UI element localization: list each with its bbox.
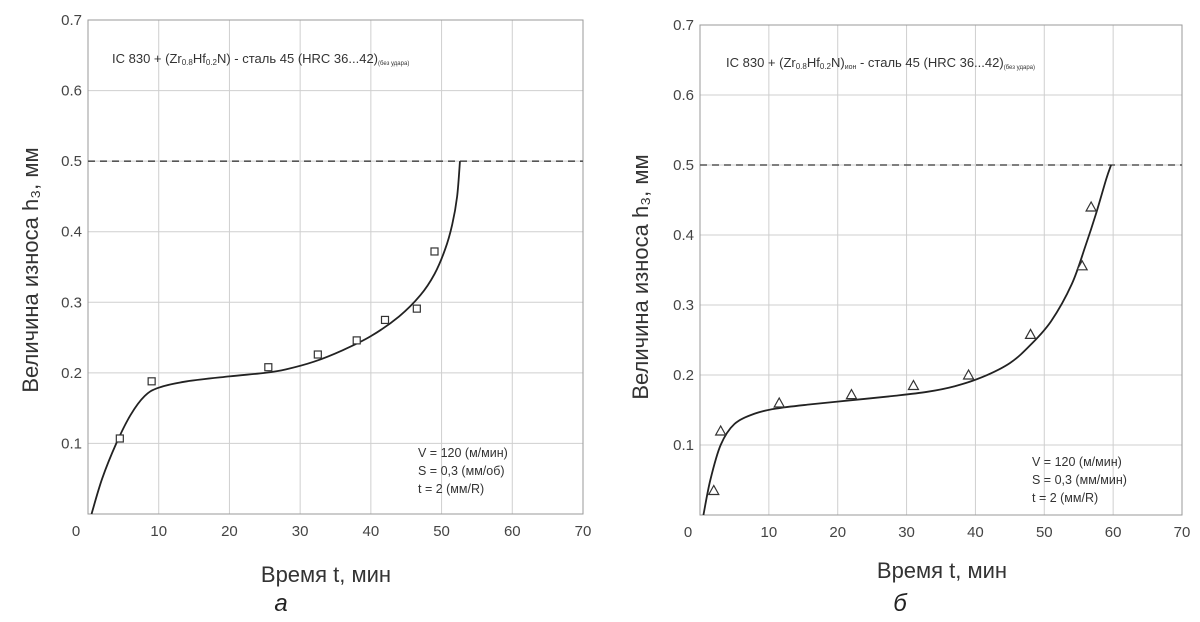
x-tick-label: 10 xyxy=(150,523,167,540)
data-point xyxy=(352,336,361,345)
panel-label-a: а xyxy=(274,590,287,617)
x-tick-label: 40 xyxy=(363,523,380,540)
y-tick-label: 0.4 xyxy=(673,227,694,244)
data-point xyxy=(264,363,273,372)
x-tick-labels-a: 0 10 20 30 40 50 60 70 xyxy=(72,523,592,540)
y-axis-label-a: Величина износа h₃, мм xyxy=(18,147,43,392)
params-line-3-b: t = 2 (мм/R) xyxy=(1032,491,1098,505)
data-point xyxy=(147,377,156,386)
chart-title-b: IC 830 + (Zr0.8Hf0.2N)ион - сталь 45 (HR… xyxy=(726,55,1035,71)
x-tick-label: 20 xyxy=(221,523,238,540)
y-tick-label: 0.5 xyxy=(61,153,82,170)
y-tick-label: 0.6 xyxy=(673,87,694,104)
x-tick-labels-b: 0 10 20 30 40 50 60 70 xyxy=(684,524,1191,541)
wear-curve-a xyxy=(90,161,461,515)
y-tick-labels-a: 0.1 0.2 0.3 0.4 0.5 0.6 0.7 xyxy=(61,12,82,452)
x-tick-label: 70 xyxy=(1174,524,1191,541)
x-tick-label: 60 xyxy=(504,523,521,540)
y-tick-label: 0.1 xyxy=(673,437,694,454)
x-tick-label: 30 xyxy=(898,524,915,541)
plot-area-b xyxy=(699,24,1183,516)
data-points-b xyxy=(707,200,1098,496)
data-point xyxy=(962,368,975,380)
data-point xyxy=(412,304,421,313)
chart-panel-a: 0 10 20 30 40 50 60 70 0.1 0.2 0.3 0.4 0.5 0.6 0.7 IC… xyxy=(18,12,591,617)
data-point xyxy=(115,434,124,443)
chart-title-a: IC 830 + (Zr0.8Hf0.2N) - сталь 45 (HRC 3… xyxy=(112,51,409,67)
x-tick-label: 30 xyxy=(292,523,309,540)
x-tick-label: 10 xyxy=(761,524,778,541)
data-point xyxy=(707,484,720,496)
x-tick-label: 0 xyxy=(72,523,80,540)
params-line-1-b: V = 120 (м/мин) xyxy=(1032,455,1122,469)
y-tick-label: 0.2 xyxy=(61,365,82,382)
grid-a xyxy=(88,20,583,514)
params-line-2-a: S = 0,3 (мм/об) xyxy=(418,464,505,478)
data-points-a xyxy=(115,247,439,443)
panel-label-b: б xyxy=(893,590,908,617)
x-axis-label-a: Время t, мин xyxy=(261,562,391,587)
data-point xyxy=(430,247,439,256)
data-point xyxy=(907,379,920,391)
x-tick-label: 50 xyxy=(433,523,450,540)
wear-curve-b xyxy=(702,164,1112,516)
data-point xyxy=(845,388,858,400)
y-tick-label: 0.3 xyxy=(673,297,694,314)
data-point xyxy=(380,315,390,325)
data-point xyxy=(1024,328,1037,339)
y-tick-label: 0.5 xyxy=(673,157,694,174)
data-point xyxy=(773,396,786,408)
data-point xyxy=(1085,200,1098,212)
x-axis-label-b: Время t, мин xyxy=(877,558,1007,583)
y-tick-label: 0.7 xyxy=(61,12,82,29)
x-tick-label: 70 xyxy=(575,523,592,540)
y-tick-label: 0.6 xyxy=(61,83,82,100)
data-point xyxy=(1076,259,1089,271)
params-line-2-b: S = 0,3 (мм/мин) xyxy=(1032,473,1127,487)
y-tick-label: 0.1 xyxy=(61,435,82,452)
y-tick-label: 0.7 xyxy=(673,17,694,34)
y-tick-label: 0.2 xyxy=(673,367,694,384)
chart-panel-b: 0 10 20 30 40 50 60 70 0.1 0.2 0.3 0.4 0.5 0.6 0.7 IC… xyxy=(628,17,1190,617)
grid-b xyxy=(700,25,1182,515)
y-tick-label: 0.4 xyxy=(61,224,82,241)
params-line-1-a: V = 120 (м/мин) xyxy=(418,446,508,460)
y-tick-label: 0.3 xyxy=(61,294,82,311)
x-tick-label: 50 xyxy=(1036,524,1053,541)
x-tick-label: 0 xyxy=(684,524,692,541)
x-tick-label: 60 xyxy=(1105,524,1122,541)
y-axis-label-b: Величина износа h₃, мм xyxy=(628,154,653,399)
x-tick-label: 20 xyxy=(829,524,846,541)
plot-area-a xyxy=(87,19,584,515)
params-line-3-a: t = 2 (мм/R) xyxy=(418,482,484,496)
x-tick-label: 40 xyxy=(967,524,984,541)
data-point xyxy=(714,424,727,436)
y-tick-labels-b: 0.1 0.2 0.3 0.4 0.5 0.6 0.7 xyxy=(673,17,694,454)
data-point xyxy=(313,350,322,359)
